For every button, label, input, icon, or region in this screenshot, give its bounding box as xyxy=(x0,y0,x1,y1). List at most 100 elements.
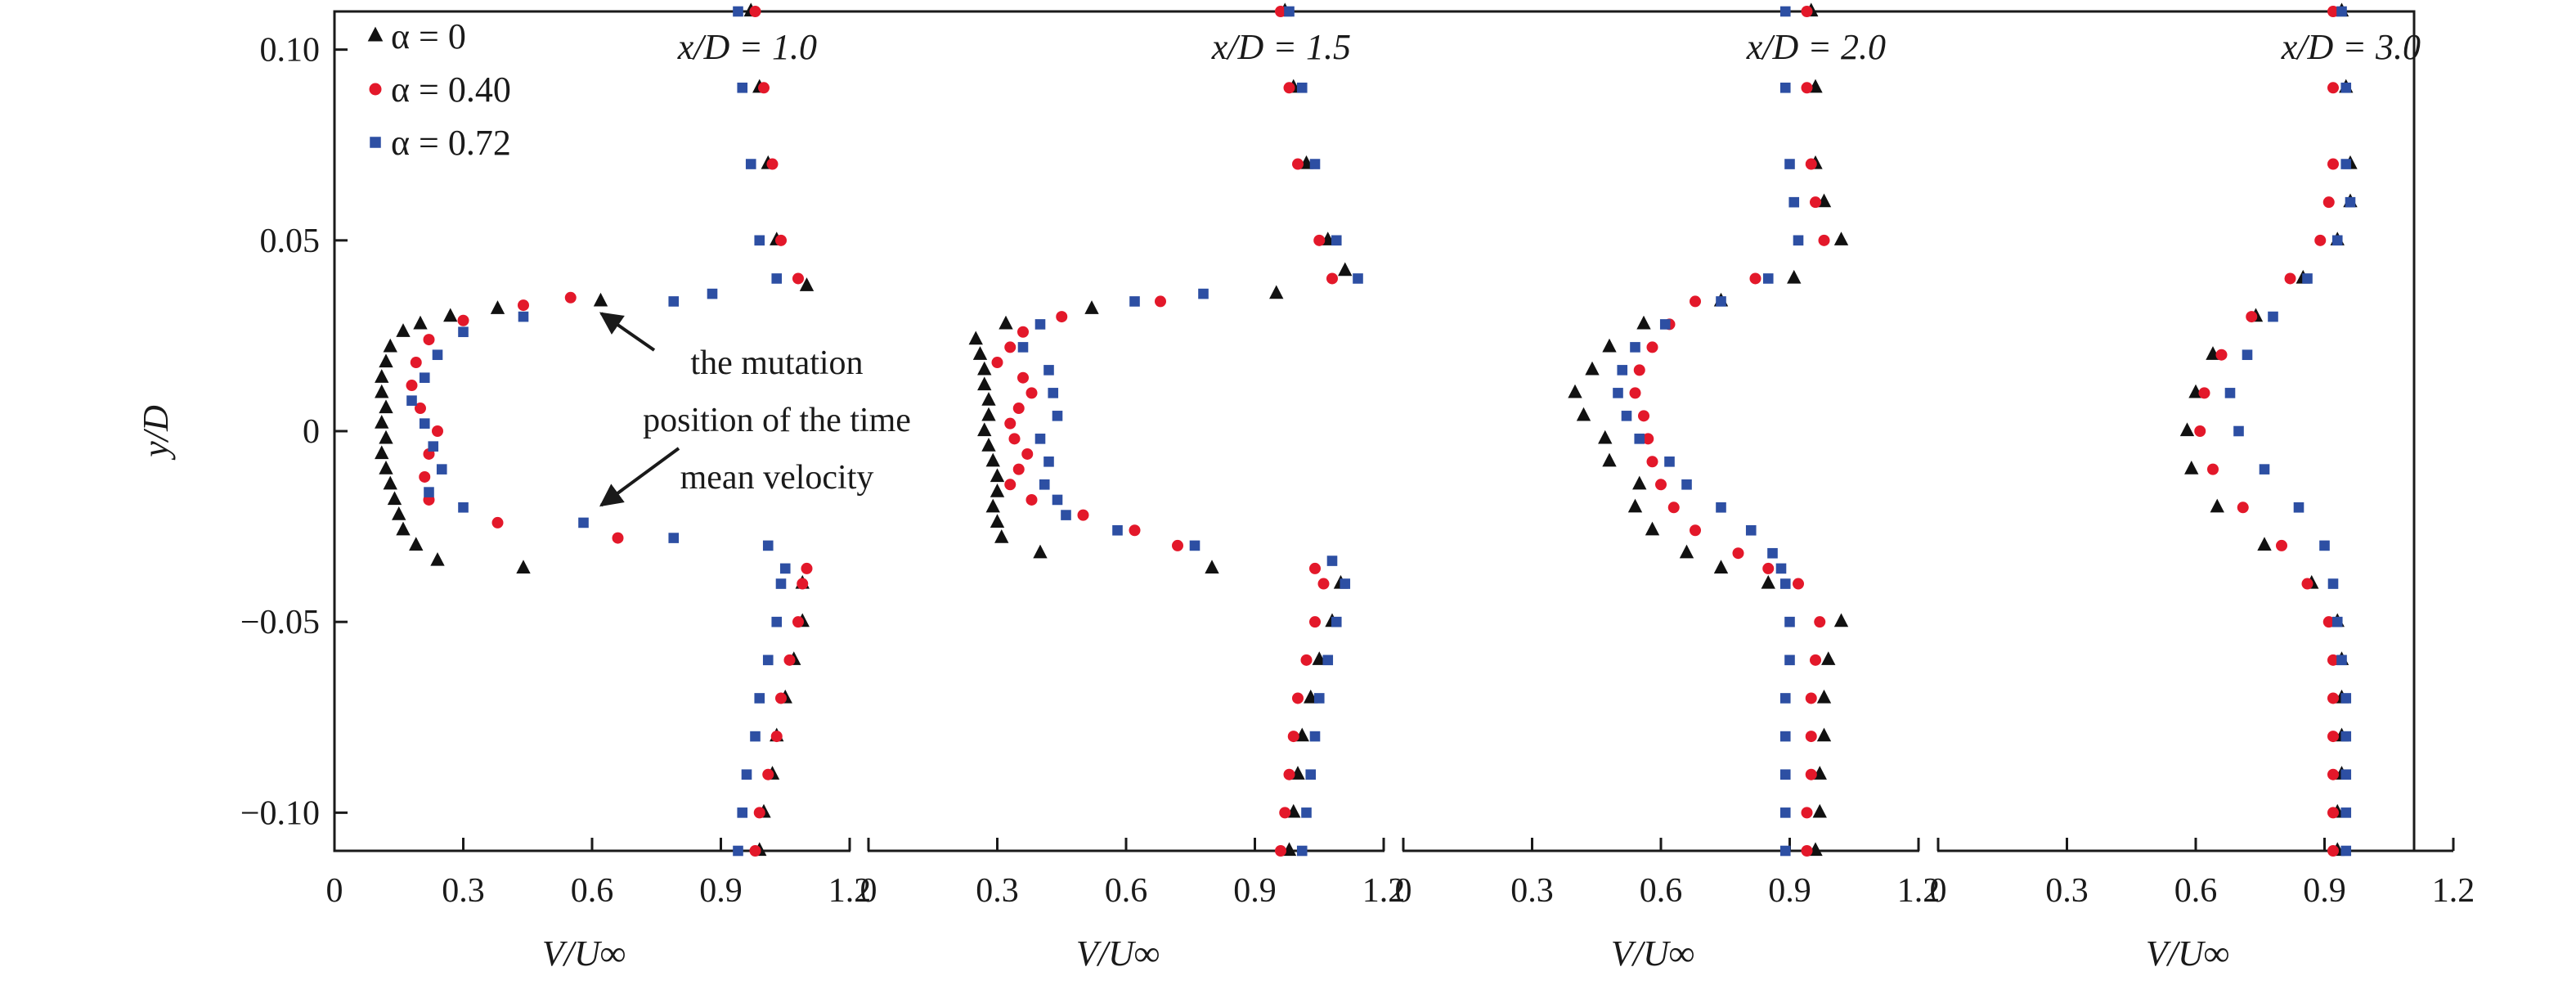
data-point xyxy=(668,533,680,543)
data-point xyxy=(1732,547,1744,560)
data-point xyxy=(745,159,756,169)
data-point xyxy=(2194,425,2206,437)
data-point xyxy=(2284,272,2296,285)
data-point xyxy=(2207,463,2219,475)
data-point xyxy=(981,392,996,406)
data-point xyxy=(775,578,787,589)
x-tick-label: 0.3 xyxy=(442,872,485,910)
data-point xyxy=(754,235,765,246)
annotation: the mutation position of the time mean vel… xyxy=(599,312,911,507)
data-point xyxy=(1300,654,1313,666)
data-point xyxy=(1309,731,1321,742)
data-point xyxy=(2327,845,2339,857)
data-point xyxy=(518,299,529,312)
series-triangle xyxy=(1568,2,1849,857)
data-point xyxy=(741,769,752,780)
y-tick-label: 0.10 xyxy=(260,32,321,70)
data-point xyxy=(771,273,783,284)
data-point xyxy=(1816,727,1832,742)
data-point xyxy=(1642,433,1654,445)
data-point xyxy=(2293,501,2304,513)
data-point xyxy=(1048,388,1059,398)
data-point xyxy=(753,807,765,819)
data-point xyxy=(1034,319,1046,330)
data-point xyxy=(1787,269,1802,284)
data-point xyxy=(1779,693,1791,704)
data-point xyxy=(1784,159,1795,169)
data-point xyxy=(1833,613,1849,627)
data-point xyxy=(1269,285,1284,299)
data-point xyxy=(1004,341,1016,353)
data-point xyxy=(977,361,992,376)
data-point xyxy=(379,353,393,368)
data-point xyxy=(1636,315,1651,330)
data-point xyxy=(1664,457,1675,467)
data-point xyxy=(792,272,804,285)
data-point xyxy=(1745,524,1757,536)
data-point xyxy=(1172,539,1183,551)
data-point xyxy=(1713,560,1729,574)
data-point xyxy=(1679,544,1694,559)
x-tick-label: 0.9 xyxy=(699,872,743,910)
data-point xyxy=(2224,388,2236,398)
y-axis-title: y/D xyxy=(136,405,176,461)
data-point xyxy=(1779,845,1791,857)
data-point xyxy=(1576,407,1591,421)
data-point xyxy=(1801,82,1813,94)
data-point xyxy=(1340,578,1351,589)
x-axis-title: V/U∞ xyxy=(2146,933,2229,974)
data-point xyxy=(2210,498,2224,513)
data-point xyxy=(737,82,748,93)
data-point xyxy=(749,845,761,857)
data-point xyxy=(375,384,389,398)
data-point xyxy=(2340,769,2352,780)
series-circle xyxy=(1629,6,1830,857)
data-point xyxy=(1305,769,1317,780)
data-point xyxy=(668,296,680,307)
data-point xyxy=(2327,692,2339,704)
data-point xyxy=(1292,158,1304,170)
data-point xyxy=(2345,196,2356,208)
data-point xyxy=(419,470,431,483)
data-point xyxy=(1017,371,1029,384)
data-point xyxy=(2276,539,2287,551)
data-point xyxy=(1283,82,1295,94)
y-tick-label: 0.05 xyxy=(260,223,321,260)
data-point xyxy=(1012,463,1025,475)
x-tick-label: 0.6 xyxy=(1640,872,1683,910)
data-point xyxy=(1646,456,1658,468)
data-point xyxy=(1198,288,1209,299)
data-point xyxy=(797,578,809,590)
data-point xyxy=(1779,731,1791,742)
axis-gap xyxy=(850,848,868,853)
data-point xyxy=(419,418,430,429)
data-point xyxy=(981,438,996,452)
data-point xyxy=(2340,693,2352,704)
data-point xyxy=(1287,731,1299,743)
data-point xyxy=(578,517,589,528)
x-tick-label: 0.9 xyxy=(2303,872,2346,910)
data-point xyxy=(1814,616,1826,628)
data-point xyxy=(1039,479,1050,490)
data-point xyxy=(432,349,443,361)
axis-gap xyxy=(1384,848,1402,853)
x-tick-label: 0.6 xyxy=(571,872,614,910)
data-point xyxy=(1021,448,1034,460)
data-point xyxy=(1681,479,1692,490)
legend-marker xyxy=(370,137,381,148)
data-point xyxy=(1008,433,1021,445)
y-tick-label: 0 xyxy=(303,413,320,451)
panel-4: 0 0.3 0.6 0.9 1.2 V/U∞ x/D = 3.0 xyxy=(1930,2,2475,974)
x-tick-label: 0 xyxy=(326,872,343,910)
data-point xyxy=(1112,524,1123,536)
panel-label: x/D = 2.0 xyxy=(1746,27,1886,67)
data-point xyxy=(1331,235,1342,246)
data-point xyxy=(2259,464,2270,475)
y-tick-label: −0.10 xyxy=(240,794,320,832)
data-point xyxy=(1275,6,1286,17)
data-point xyxy=(1025,387,1038,399)
data-point xyxy=(2327,768,2339,780)
legend-marker xyxy=(369,83,382,96)
series-square xyxy=(406,6,791,857)
